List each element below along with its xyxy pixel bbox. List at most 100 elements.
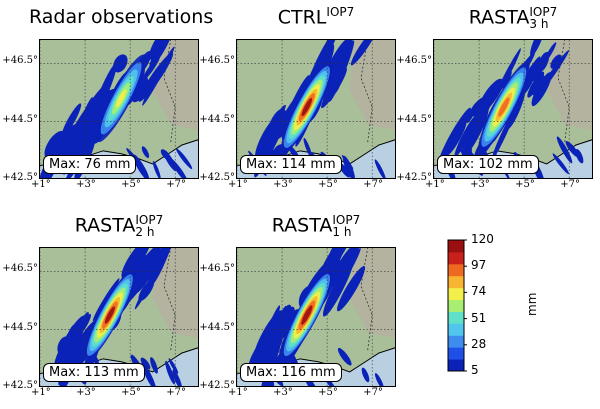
rain-cell (168, 358, 179, 374)
max-value-label: Max: 113 mm (43, 363, 145, 382)
panel-title: RASTA IOP7 2 h (29, 214, 209, 238)
rain-cell (113, 54, 128, 73)
colorbar-segment (448, 299, 464, 312)
lat-tick-label: +42.5° (396, 172, 432, 183)
colorbar-tick-label: 120 (471, 232, 494, 246)
rain-cell (131, 75, 149, 103)
lat-tick-label: +46.5° (2, 263, 38, 275)
rain-cell (374, 159, 386, 178)
rain-cell (466, 102, 478, 124)
rain-core (115, 89, 127, 108)
colorbar-segment (448, 359, 464, 372)
lon-tick-label: +3° (470, 179, 490, 190)
panel-title-main: RASTA (271, 214, 333, 237)
panel-title-scripts: IOP7 1 h (332, 214, 360, 238)
rain-cell (530, 40, 545, 57)
panel-title-main: CTRL (277, 6, 327, 29)
lon-tick-label: +3° (273, 387, 293, 398)
rain-cell (67, 323, 78, 341)
rain-cell (556, 136, 573, 164)
lat-tick-label: +46.5° (199, 55, 235, 67)
lat-tick-label: +42.5° (2, 380, 38, 391)
rain-cell (165, 360, 175, 385)
map-svg (237, 40, 395, 178)
panel-title-scripts: IOP7 2 h (135, 214, 163, 238)
rain-cell (78, 97, 94, 132)
rain-cell (90, 63, 117, 123)
rain-cell (142, 55, 161, 82)
rain-cell (141, 362, 157, 386)
rain-cell (172, 369, 183, 386)
colorbar-segment (448, 240, 464, 253)
max-value-label: Max: 116 mm (240, 363, 342, 382)
max-value-label: Max: 102 mm (437, 155, 539, 174)
panel-title: CTRL IOP7 (226, 6, 406, 30)
lon-tick-label: +7° (560, 179, 580, 190)
border-line (163, 248, 176, 351)
rain-cell (170, 158, 188, 178)
rain-cell (141, 146, 150, 158)
mountain-area (349, 40, 395, 131)
colorbar-unit-label: mm (525, 292, 539, 316)
rain-cell (337, 266, 366, 312)
panel-title-superscript: IOP7 (332, 213, 361, 227)
lon-tick-label: +3° (76, 179, 96, 190)
rain-cell (565, 141, 580, 158)
lat-tick-label: +46.5° (199, 263, 235, 275)
lon-tick-label: +5° (121, 387, 141, 398)
panel-title: RASTA IOP7 1 h (226, 214, 406, 238)
rain-cell (478, 78, 504, 113)
panel-title-main: RASTA (468, 6, 530, 29)
rain-cell (320, 248, 351, 276)
lat-tick-label: +42.5° (199, 380, 235, 391)
panel-title-subscript: 2 h (135, 225, 155, 239)
lat-tick-label: +46.5° (2, 55, 38, 67)
colorbar-segment (448, 287, 464, 301)
lon-tick-label: +5° (318, 179, 338, 190)
map-panel (236, 39, 396, 179)
panel-title-superscript: IOP7 (135, 213, 164, 227)
rain-cell (374, 373, 384, 386)
lat-tick-label: +44.5° (2, 113, 38, 125)
rain-cell (142, 46, 175, 106)
colorbar-segment (448, 251, 464, 265)
panel-title: Radar observations (29, 6, 213, 28)
rain-cell (462, 104, 489, 156)
rain-cell (66, 124, 81, 142)
rain-core (301, 98, 313, 117)
rain-cell (531, 72, 552, 107)
rain-cell (454, 115, 477, 158)
lat-tick-label: +44.5° (199, 321, 235, 333)
rain-cell (44, 130, 66, 159)
panel-title-main: RASTA (74, 214, 136, 237)
lon-tick-label: +7° (363, 179, 383, 190)
lat-tick-label: +46.5° (396, 55, 432, 67)
lon-tick-label: +1° (31, 387, 51, 398)
map-panel (39, 39, 199, 179)
lon-tick-label: +1° (31, 179, 51, 190)
rain-cell (132, 263, 155, 295)
rain-core (301, 305, 313, 325)
panel-title-scripts: IOP7 (326, 6, 354, 30)
rain-cell (134, 259, 163, 310)
lat-tick-label: +42.5° (2, 172, 38, 183)
rain-cell (337, 347, 352, 366)
rain-cell (322, 256, 355, 317)
colorbar-segment (448, 311, 464, 324)
rain-cell (527, 71, 545, 98)
panel-title-subscript: 3 h (529, 17, 549, 31)
rain-core (498, 97, 510, 117)
rain-cell (542, 42, 557, 65)
panel-title-main: Radar observations (29, 6, 214, 28)
rain-cell (132, 154, 150, 178)
lon-tick-label: +3° (76, 387, 96, 398)
lat-tick-label: +44.5° (396, 113, 432, 125)
colorbar-tick-label: 51 (471, 310, 487, 325)
rain-cell (350, 40, 378, 66)
max-value-label: Max: 76 mm (43, 155, 137, 174)
colorbar-segment (448, 347, 464, 360)
colorbar-segment (448, 275, 464, 289)
lat-tick-label: +44.5° (2, 321, 38, 333)
panel-title-superscript: IOP7 (326, 5, 355, 19)
